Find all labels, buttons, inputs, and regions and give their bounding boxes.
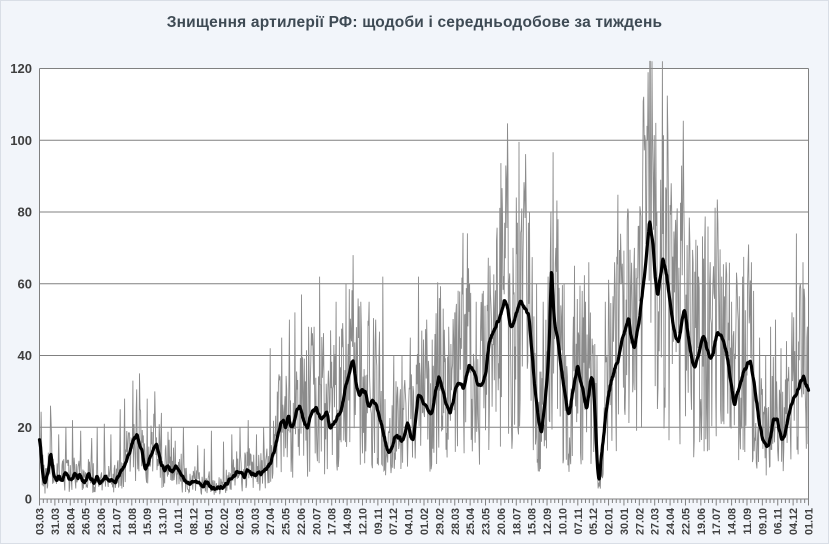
y-axis-label: 60: [18, 276, 32, 291]
x-axis-label: 05.12: [588, 508, 600, 535]
x-axis-label: 20.06: [496, 508, 508, 535]
x-axis-label: 01.02: [419, 508, 431, 535]
x-axis-label: 14.09: [342, 508, 354, 535]
y-axis-label: 0: [25, 492, 32, 507]
x-axis-label: 02.03: [234, 508, 246, 535]
x-axis-label: 22.05: [680, 508, 692, 535]
x-axis-label: 06.11: [773, 508, 785, 534]
x-axis-label: 18.08: [127, 508, 139, 535]
x-axis-label: 30.01: [619, 508, 631, 535]
x-axis-label: 10.11: [173, 508, 185, 534]
x-axis-label: 02.01: [604, 508, 616, 535]
x-axis-label: 22.06: [296, 508, 308, 535]
x-axis-label: 31.03: [50, 508, 62, 535]
daily-series-line: [39, 60, 809, 495]
x-axis-label: 09.11: [373, 508, 385, 534]
x-axis-label: 24.04: [665, 508, 677, 535]
x-axis-label: 17.08: [327, 508, 339, 535]
y-axis-label: 40: [18, 348, 32, 363]
x-axis-label: 29.02: [434, 508, 446, 535]
x-axis-label: 05.01: [204, 508, 216, 535]
weekly-average-line: [37, 220, 811, 491]
x-axis-label: 27.03: [650, 508, 662, 535]
x-axis-label: 30.03: [250, 508, 262, 535]
x-axis-label: 11.09: [742, 508, 754, 534]
x-axis-label: 03.03: [35, 508, 47, 535]
x-axis-label: 12.10: [357, 508, 369, 535]
x-axis-label: 20.07: [311, 508, 323, 535]
x-axis-label: 27.04: [265, 508, 277, 535]
x-axis-label: 23.05: [481, 508, 493, 535]
x-axis-label: 04.12: [788, 508, 800, 535]
x-axis-label: 01.01: [804, 508, 816, 535]
x-axis-label: 27.02: [634, 508, 646, 535]
x-axis-label: 10.10: [557, 508, 569, 535]
x-axis-label: 12.09: [542, 508, 554, 535]
x-axis-label: 17.07: [711, 508, 723, 535]
x-axis-label: 14.08: [727, 508, 739, 535]
x-axis-label: 13.10: [158, 508, 170, 535]
x-axis-label: 15.08: [527, 508, 539, 535]
x-axis-label: 04.01: [404, 508, 416, 535]
x-axis-label: 28.04: [65, 508, 77, 535]
x-axis-label: 08.12: [188, 508, 200, 535]
y-axis-label: 20: [18, 420, 32, 435]
x-axis-label: 18.07: [511, 508, 523, 535]
x-axis-label: 28.03: [450, 508, 462, 535]
y-axis-label: 80: [18, 205, 32, 220]
x-axis-label: 23.06: [96, 508, 108, 535]
y-axis-label: 100: [10, 133, 32, 148]
chart-title: Знищення артилерії РФ: щодоби і середньо…: [166, 14, 663, 31]
x-axis-label: 19.06: [696, 508, 708, 535]
x-axis-label: 09.10: [757, 508, 769, 535]
x-axis-label: 02.02: [219, 508, 231, 535]
x-axis-label: 07.12: [388, 508, 400, 535]
x-axis-label: 26.05: [81, 508, 93, 535]
x-axis-label: 25.05: [281, 508, 293, 535]
x-axis-label: 07.11: [573, 508, 585, 534]
y-axis-label: 120: [10, 61, 32, 76]
x-axis-label: 25.04: [465, 508, 477, 535]
x-axis-label: 15.09: [142, 508, 154, 535]
x-axis-label: 21.07: [111, 508, 123, 535]
